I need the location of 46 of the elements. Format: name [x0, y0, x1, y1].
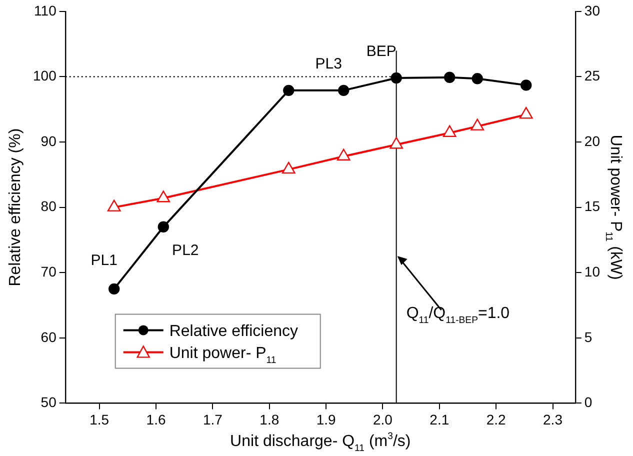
y-tick-label: 110 — [34, 2, 57, 18]
x-tick-label: 2.0 — [373, 411, 393, 428]
y-tick-label: 50 — [40, 394, 57, 410]
annotation: PL1 — [90, 252, 118, 269]
x-tick-label: 1.6 — [146, 411, 166, 428]
point — [390, 72, 402, 84]
y2-tick-label: 15 — [584, 198, 600, 214]
y-tick-label: 70 — [40, 263, 57, 280]
y2-tick-label: 30 — [584, 2, 600, 18]
point — [108, 283, 120, 295]
point — [338, 84, 350, 96]
annotation: PL3 — [315, 55, 342, 72]
point — [442, 125, 456, 137]
point — [336, 148, 350, 160]
point — [472, 73, 483, 84]
point — [390, 137, 403, 149]
x-tick-label: 1.5 — [90, 411, 110, 428]
legend-label: Relative efficiency — [169, 323, 298, 340]
y-tick-label: 100 — [33, 68, 57, 84]
y2-axis-title: Unit power- P11 (kW) — [603, 134, 624, 280]
y-axis-title: Relative efficiency (%) — [7, 128, 24, 286]
x-tick-label: 2.3 — [543, 411, 563, 428]
x-tick-label: 1.9 — [316, 411, 336, 428]
point — [156, 190, 170, 202]
y-tick-label: 60 — [40, 328, 57, 345]
x-tick-label: 2.1 — [430, 411, 450, 428]
y2-tick-label: 25 — [584, 68, 600, 84]
y2-tick-label: 10 — [584, 263, 600, 280]
point — [283, 84, 294, 96]
point — [519, 106, 533, 119]
x-tick-label: 2.2 — [486, 411, 506, 428]
x-tick-label: 1.8 — [260, 411, 280, 428]
y2-tick-label: 0 — [584, 394, 592, 410]
y-tick-label: 80 — [40, 198, 57, 214]
point — [444, 72, 456, 83]
y2-tick-label: 5 — [584, 328, 592, 345]
y-tick-label: 90 — [40, 132, 57, 149]
point — [520, 80, 532, 91]
point — [158, 221, 170, 232]
annotation: BEP — [366, 43, 396, 60]
annotation: PL2 — [172, 242, 199, 259]
y2-tick-label: 20 — [584, 132, 600, 149]
point — [282, 162, 296, 174]
x-tick-label: 1.7 — [202, 411, 223, 428]
point — [470, 118, 484, 130]
point — [107, 200, 121, 212]
